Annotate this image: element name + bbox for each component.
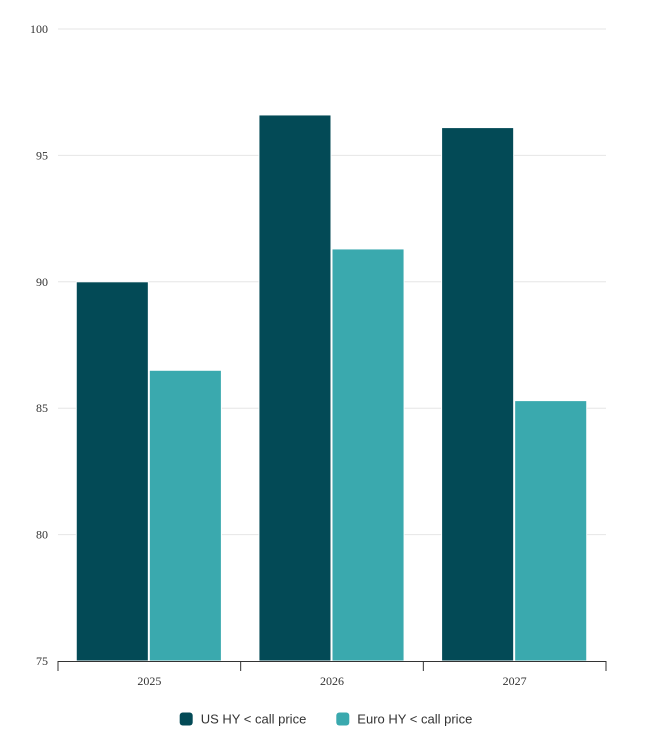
legend-label-series-2[interactable]: Euro HY < call price	[357, 712, 472, 727]
x-tick-label: 2026	[320, 674, 344, 688]
legend-label-series-1[interactable]: US HY < call price	[201, 712, 307, 727]
y-axis: 75 80 85 90 95 100	[30, 22, 48, 668]
bar-2025-series-2[interactable]	[148, 369, 222, 662]
y-tick-label: 90	[36, 275, 48, 289]
bar-2026-series-2[interactable]	[331, 248, 405, 662]
x-tick-label: 2025	[137, 674, 161, 688]
bar-2025-series-1[interactable]	[75, 281, 149, 662]
y-tick-label: 85	[36, 401, 48, 415]
legend: US HY < call price Euro HY < call price	[179, 712, 472, 727]
x-tick-label: 2027	[503, 674, 527, 688]
bar-2027-series-2[interactable]	[514, 400, 588, 662]
y-tick-label: 95	[36, 148, 48, 162]
bars	[75, 114, 588, 662]
bar-2026-series-1[interactable]	[258, 114, 332, 662]
bar-2027-series-1[interactable]	[441, 127, 515, 662]
y-tick-label: 75	[36, 654, 48, 668]
y-tick-label: 100	[30, 22, 48, 36]
y-tick-label: 80	[36, 528, 48, 542]
x-axis: 2025 2026 2027	[57, 661, 607, 688]
legend-swatch-series-1	[179, 712, 193, 726]
legend-swatch-series-2	[336, 712, 350, 726]
